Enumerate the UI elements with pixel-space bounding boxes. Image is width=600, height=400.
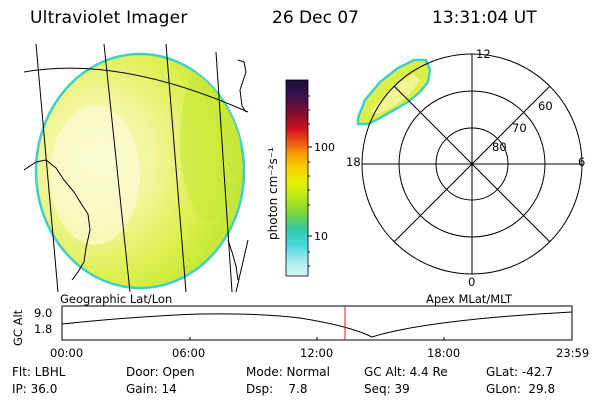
geographic-caption: Geographic Lat/Lon bbox=[60, 292, 172, 306]
time-tick-label: 23:59 bbox=[556, 346, 589, 360]
gc-alt-readout: GC Alt: 4.4 Re bbox=[364, 365, 448, 379]
orbit-altitude-strip: GC Alt 9.0 1.8 00:00 06:00 12:00 18:00 2… bbox=[11, 305, 589, 360]
geographic-grid bbox=[24, 44, 249, 292]
mlt-label-0: 0 bbox=[468, 275, 475, 289]
intensity-colorbar: 100 10 photon cm⁻²s⁻¹ bbox=[266, 79, 335, 277]
door-readout: Door: Open bbox=[126, 365, 195, 379]
time-tick-label: 06:00 bbox=[172, 346, 205, 360]
magnetic-polar-plot: 12 18 6 0 60 70 80 Apex MLat/MLT bbox=[346, 47, 585, 306]
colorbar-tick-label: 10 bbox=[314, 230, 328, 243]
altitude-ytick-max: 9.0 bbox=[34, 306, 52, 320]
colorbar-tick-label: 100 bbox=[314, 141, 335, 154]
altitude-ytick-min: 1.8 bbox=[34, 322, 52, 336]
observation-time: 13:31:04 UT bbox=[432, 8, 537, 28]
time-tick-label: 18:00 bbox=[427, 346, 460, 360]
time-tick-label: 12:00 bbox=[300, 346, 333, 360]
mlat-label-70: 70 bbox=[512, 121, 527, 135]
time-tick-label: 00:00 bbox=[50, 346, 83, 360]
instrument-title: Ultraviolet Imager bbox=[30, 8, 188, 28]
geographic-image-panel: Geographic Lat/Lon bbox=[24, 44, 249, 306]
dsp-readout: Dsp: 7.8 bbox=[246, 382, 308, 396]
altitude-curve bbox=[61, 311, 573, 338]
gain-readout: Gain: 14 bbox=[126, 382, 177, 396]
coastline bbox=[227, 239, 239, 281]
colorbar-scale bbox=[285, 79, 309, 277]
filter-readout: Flt: LBHL bbox=[12, 365, 66, 379]
mlat-label-60: 60 bbox=[538, 99, 553, 113]
colorbar-unit-label: photon cm⁻²s⁻¹ bbox=[266, 147, 280, 240]
ip-readout: IP: 36.0 bbox=[12, 382, 58, 396]
mlat-label-80: 80 bbox=[492, 140, 507, 154]
altitude-axis-label: GC Alt bbox=[11, 309, 25, 346]
altitude-plot-frame bbox=[61, 305, 573, 341]
mlt-label-6: 6 bbox=[578, 155, 585, 169]
mlt-label-12: 12 bbox=[476, 47, 491, 61]
observation-date: 26 Dec 07 bbox=[272, 8, 359, 28]
glat-readout: GLat: -42.7 bbox=[486, 365, 553, 379]
coastline bbox=[237, 59, 247, 113]
apex-caption: Apex MLat/MLT bbox=[426, 292, 513, 306]
mlt-label-18: 18 bbox=[346, 155, 361, 169]
mode-readout: Mode: Normal bbox=[246, 365, 330, 379]
glon-readout: GLon: 29.8 bbox=[486, 382, 556, 396]
seq-readout: Seq: 39 bbox=[364, 382, 410, 396]
